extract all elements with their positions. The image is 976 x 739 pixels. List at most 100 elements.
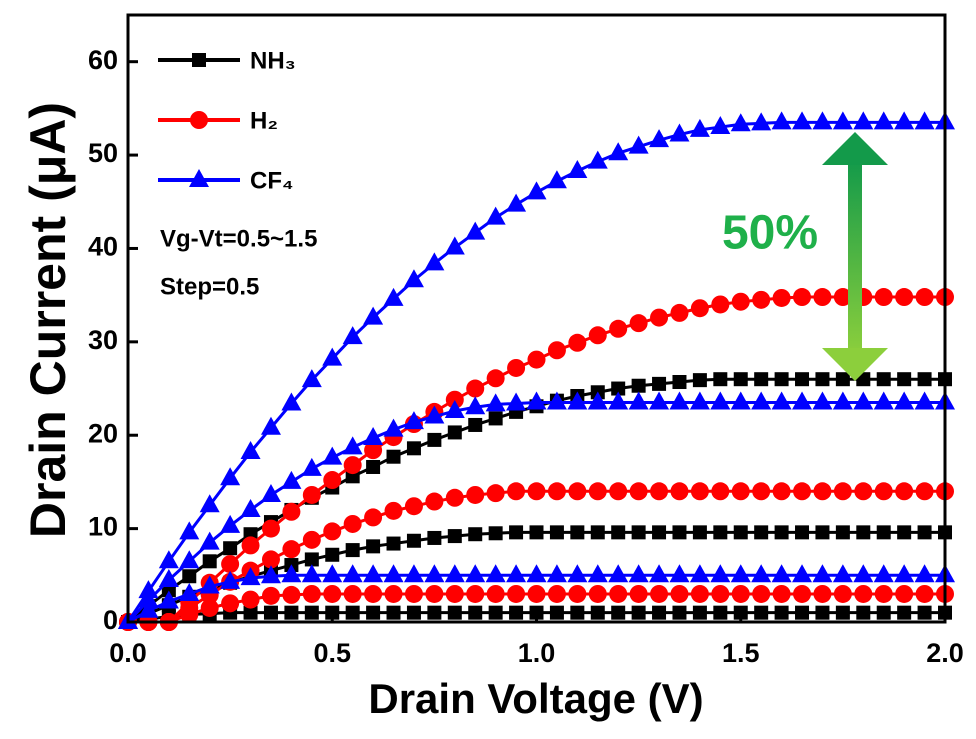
marker-triangle — [403, 269, 424, 288]
marker-circle — [425, 492, 444, 511]
curve — [121, 605, 952, 629]
marker-triangle — [444, 564, 465, 583]
curve — [119, 288, 954, 631]
marker-triangle — [832, 564, 853, 583]
marker-square — [733, 525, 748, 540]
marker-triangle — [281, 470, 302, 489]
marker-triangle — [812, 111, 833, 130]
marker-triangle — [363, 427, 384, 446]
marker-circle — [486, 484, 505, 503]
marker-triangle — [424, 252, 445, 271]
marker-triangle — [771, 564, 792, 583]
marker-circle — [323, 584, 342, 603]
marker-triangle — [322, 347, 343, 366]
arrow-shaft — [848, 160, 862, 355]
marker-circle — [343, 584, 362, 603]
marker-square — [611, 605, 626, 620]
x-tick-label: 2.0 — [926, 638, 964, 668]
marker-triangle — [383, 418, 404, 437]
marker-circle — [711, 482, 730, 501]
marker-triangle — [649, 564, 670, 583]
marker-circle — [568, 584, 587, 603]
marker-triangle — [669, 564, 690, 583]
marker-circle — [547, 584, 566, 603]
marker-circle — [609, 482, 628, 501]
marker-circle — [221, 555, 240, 574]
marker-triangle — [853, 391, 874, 410]
y-tick-label: 10 — [88, 512, 118, 542]
marker-square — [427, 530, 442, 545]
marker-circle — [629, 584, 648, 603]
marker-square — [876, 525, 891, 540]
marker-square — [468, 605, 483, 620]
marker-circle — [507, 482, 526, 501]
marker-circle — [302, 485, 321, 504]
marker-square — [713, 605, 728, 620]
marker-triangle — [710, 564, 731, 583]
marker-triangle — [363, 564, 384, 583]
marker-triangle — [853, 111, 874, 130]
marker-circle — [609, 584, 628, 603]
marker-square — [509, 525, 524, 540]
marker-square — [202, 554, 217, 569]
marker-triangle — [199, 494, 220, 513]
marker-triangle — [730, 564, 751, 583]
marker-square — [692, 605, 707, 620]
marker-circle — [772, 288, 791, 307]
marker-square — [182, 569, 197, 584]
marker-square — [386, 449, 401, 464]
marker-square — [570, 605, 585, 620]
marker-circle — [507, 358, 526, 377]
marker-circle — [466, 485, 485, 504]
marker-circle — [404, 584, 423, 603]
marker-circle — [425, 584, 444, 603]
marker-circle — [670, 482, 689, 501]
marker-triangle — [301, 457, 322, 476]
marker-square — [795, 605, 810, 620]
marker-square — [611, 525, 626, 540]
marker-triangle — [506, 193, 527, 212]
marker-circle — [466, 379, 485, 398]
marker-triangle — [628, 135, 649, 154]
marker-circle — [486, 584, 505, 603]
marker-triangle — [485, 564, 506, 583]
marker-triangle — [179, 550, 200, 569]
marker-triangle — [649, 391, 670, 410]
marker-triangle — [240, 498, 261, 517]
marker-square — [427, 605, 442, 620]
marker-square — [815, 372, 830, 387]
marker-square — [631, 378, 646, 393]
marker-circle — [364, 584, 383, 603]
marker-triangle — [424, 564, 445, 583]
marker-square — [917, 605, 932, 620]
marker-triangle — [710, 116, 731, 135]
marker-triangle — [220, 467, 241, 486]
marker-circle — [670, 303, 689, 322]
marker-triangle — [189, 169, 209, 187]
marker-circle — [895, 584, 914, 603]
marker-triangle — [526, 181, 547, 200]
marker-triangle — [158, 568, 179, 587]
marker-circle — [241, 590, 260, 609]
marker-circle — [731, 584, 750, 603]
marker-square — [386, 605, 401, 620]
marker-circle — [588, 326, 607, 345]
marker-circle — [915, 584, 934, 603]
marker-circle — [833, 482, 852, 501]
marker-triangle — [792, 564, 813, 583]
marker-triangle — [894, 391, 915, 410]
y-tick-label: 0 — [103, 605, 118, 635]
marker-triangle — [179, 521, 200, 540]
marker-triangle — [138, 580, 159, 599]
marker-circle — [629, 314, 648, 333]
marker-square — [263, 605, 278, 620]
marker-square — [488, 526, 503, 541]
marker-circle — [690, 482, 709, 501]
marker-square — [876, 372, 891, 387]
marker-circle — [752, 584, 771, 603]
marker-triangle — [608, 142, 629, 161]
marker-triangle — [628, 391, 649, 410]
marker-circle — [568, 482, 587, 501]
marker-square — [406, 441, 421, 456]
marker-circle — [302, 584, 321, 603]
